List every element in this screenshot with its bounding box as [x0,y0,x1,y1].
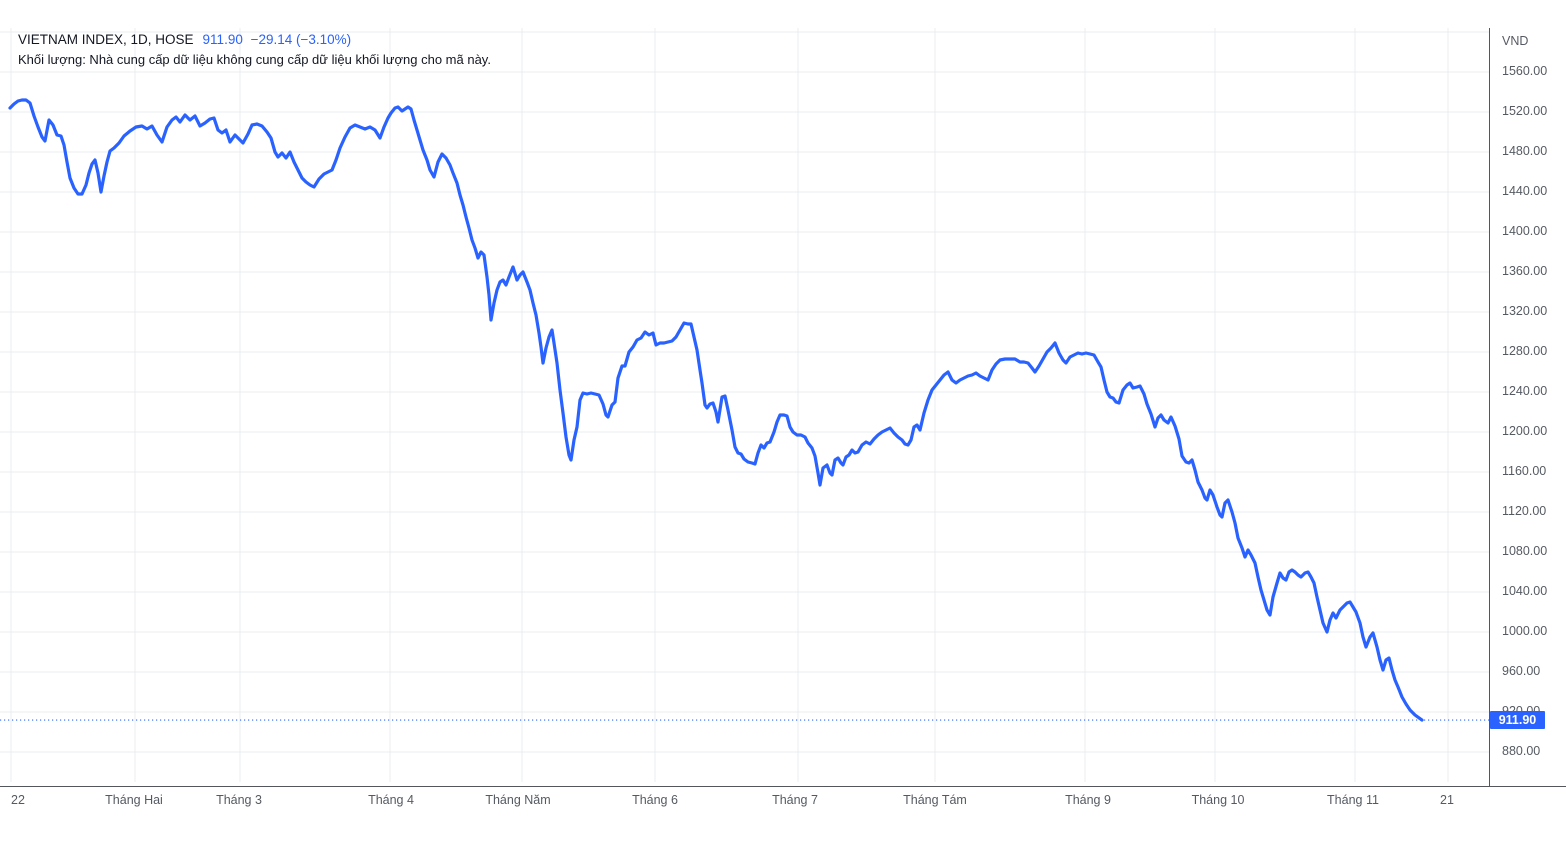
time-tick-label: 21 [1440,793,1454,807]
symbol-title[interactable]: VIETNAM INDEX, 1D, HOSE [18,32,194,47]
price-axis-unit: VND [1502,34,1529,48]
price-axis-border [1489,28,1490,786]
price-tick-label: 880.00 [1502,744,1541,758]
time-tick-label: Tháng 4 [368,793,414,807]
price-tick-label: 1440.00 [1502,184,1548,198]
price-tick-label: 1240.00 [1502,384,1548,398]
time-tick-label: Tháng 9 [1065,793,1111,807]
time-axis[interactable]: 22 Tháng Hai Tháng 3 Tháng 4 Tháng Năm Tháng … [0,787,1490,850]
time-tick-label: Tháng 6 [632,793,678,807]
price-tick-label: 1120.00 [1502,504,1547,518]
price-tick-label: 1280.00 [1502,344,1548,358]
price-tick-label: 1160.00 [1502,464,1547,478]
time-tick-label: Tháng 10 [1191,793,1245,807]
time-tick-label: Tháng 7 [772,793,818,807]
price-tick-label: 1080.00 [1502,544,1548,558]
time-tick-label: Tháng 3 [216,793,262,807]
price-tick-label: 1560.00 [1502,64,1548,78]
price-tick-label: 1320.00 [1502,304,1548,318]
price-axis[interactable]: VND 1560.00 1520.00 1480.00 1440.00 1400.00 1… [1490,0,1566,812]
price-tick-label: 1360.00 [1502,264,1548,278]
time-tick-label: Tháng Năm [485,793,551,807]
price-tick-label: 1200.00 [1502,424,1548,438]
price-tick-label: 1000.00 [1502,624,1548,638]
price-tick-label: 1040.00 [1502,584,1548,598]
time-axis-border [0,786,1566,787]
time-tick-label: Tháng Tám [903,793,967,807]
time-tick-label: Tháng Hai [105,793,163,807]
index-series-line[interactable] [8,98,1424,722]
chart-pane[interactable] [0,0,1490,812]
price-tick-label: 1480.00 [1502,144,1548,158]
time-tick-label: Tháng 11 [1327,793,1379,807]
last-price-tag[interactable]: 911.90 [1490,711,1545,730]
time-tick-label: 22 [11,793,25,807]
price-tick-label: 960.00 [1502,664,1541,678]
chart-svg [0,28,1490,782]
price-tick-label: 1520.00 [1502,104,1548,118]
price-tick-label: 1400.00 [1502,224,1548,238]
